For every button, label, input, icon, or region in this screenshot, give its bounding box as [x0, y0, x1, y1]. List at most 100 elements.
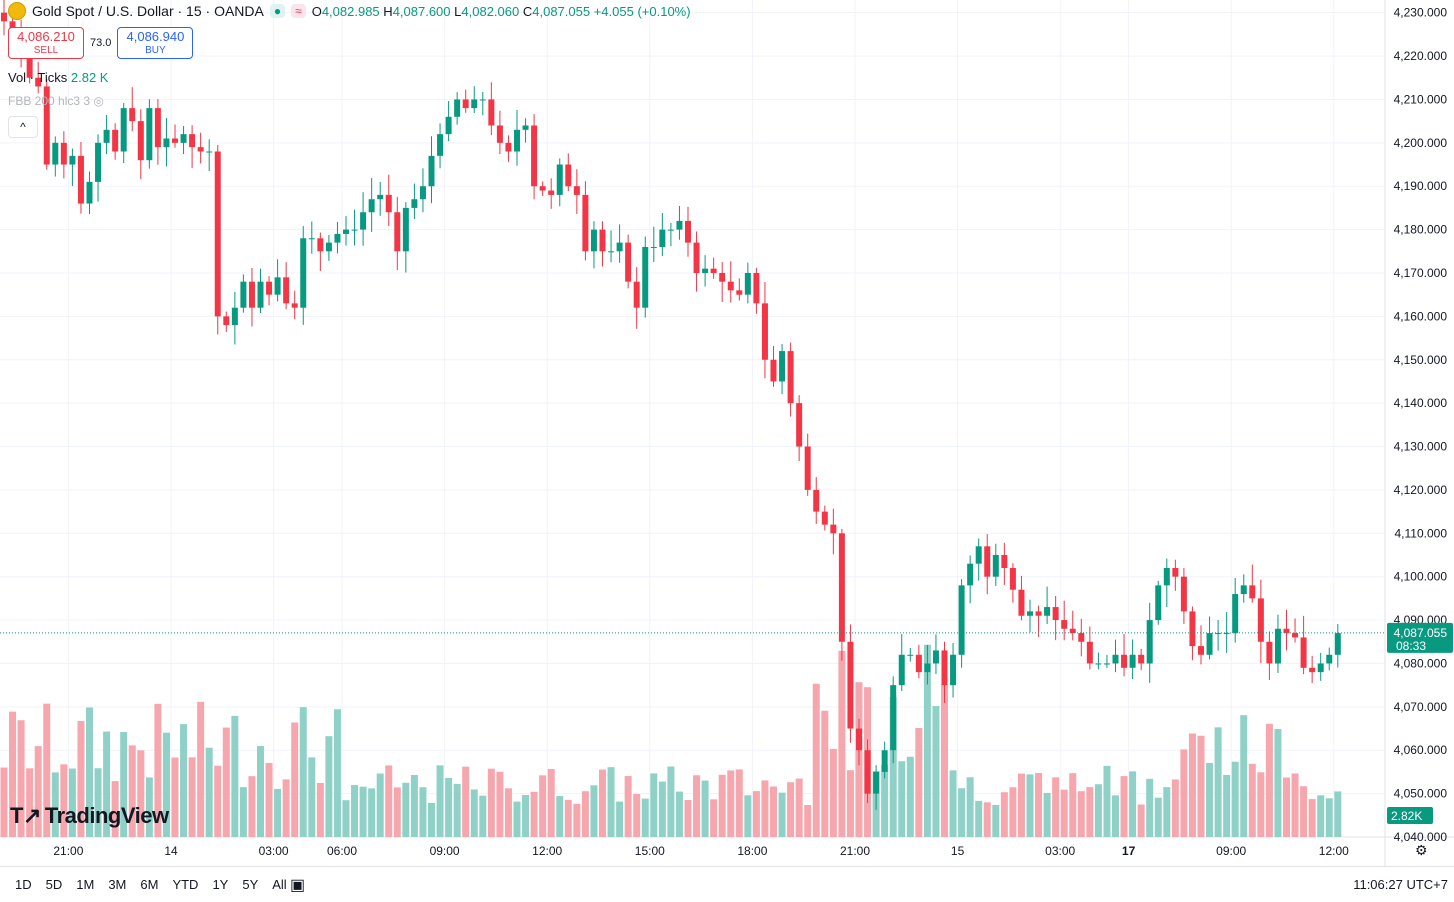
- delay-icon[interactable]: ≈: [291, 4, 306, 18]
- candle-body: [189, 134, 196, 148]
- candle-body: [360, 212, 367, 230]
- candle-body: [300, 238, 307, 308]
- y-tick-label: 4,070.000: [1394, 700, 1448, 714]
- buy-button[interactable]: 4,086.940 BUY: [117, 27, 194, 59]
- volume-bar: [1069, 773, 1077, 837]
- x-tick-label: 03:00: [1045, 844, 1075, 858]
- candle-body: [556, 164, 563, 195]
- candle-body: [1189, 611, 1196, 647]
- candle-body: [1283, 628, 1290, 634]
- candle-body: [77, 155, 84, 204]
- settings-gear-icon[interactable]: ⚙: [1415, 842, 1428, 858]
- volume-bar: [607, 767, 615, 837]
- range-button-5y[interactable]: 5Y: [242, 877, 259, 892]
- candle-body: [975, 546, 982, 564]
- candle-body: [873, 771, 880, 794]
- volume-bar: [1060, 789, 1068, 837]
- volume-bar: [43, 703, 51, 837]
- candle-body: [1232, 594, 1239, 634]
- volume-bar: [86, 707, 93, 837]
- volume-bar: [1094, 784, 1102, 837]
- volume-bar: [949, 770, 957, 837]
- range-button-1d[interactable]: 1D: [15, 877, 32, 892]
- candle-body: [881, 750, 888, 772]
- x-tick-label: 21:00: [53, 844, 83, 858]
- candle-body: [351, 229, 358, 231]
- candle-body: [710, 268, 717, 273]
- x-tick-label: 09:00: [1216, 844, 1246, 858]
- candle-body: [248, 281, 255, 308]
- volume-bar: [1317, 795, 1325, 837]
- volume-bar: [111, 781, 119, 837]
- volume-bar: [846, 770, 854, 837]
- candle-body: [394, 212, 401, 252]
- x-tick-label: 03:00: [259, 844, 289, 858]
- candle-body: [334, 233, 341, 243]
- market-open-icon[interactable]: ●: [269, 4, 286, 18]
- volume-bar: [898, 761, 906, 837]
- volume-bar: [274, 788, 282, 837]
- candle-body: [1266, 641, 1273, 664]
- symbol-title[interactable]: Gold Spot / U.S. Dollar · 15 · OANDA: [32, 3, 264, 19]
- candle-body: [932, 650, 939, 664]
- candle-body: [531, 125, 538, 187]
- candle-body: [137, 121, 144, 161]
- x-tick-label: 12:00: [1319, 844, 1349, 858]
- candle-body: [685, 220, 691, 243]
- fbb-legend[interactable]: FBB 200 hlc3 3 ◎: [8, 94, 104, 108]
- candle-body: [103, 129, 110, 143]
- candle-body: [445, 116, 452, 135]
- volume-bar: [333, 709, 341, 837]
- range-button-1y[interactable]: 1Y: [212, 877, 229, 892]
- candle-body: [1163, 568, 1170, 586]
- range-button-6m[interactable]: 6M: [140, 877, 159, 892]
- range-button-3m[interactable]: 3M: [108, 877, 127, 892]
- candle-body: [283, 277, 290, 304]
- clock[interactable]: 11:06:27 UTC+7: [1353, 877, 1448, 892]
- candle-body: [813, 489, 820, 512]
- candle-body: [847, 641, 854, 729]
- x-tick-label: 18:00: [737, 844, 767, 858]
- candle-body: [582, 194, 589, 252]
- volume-bar: [556, 796, 564, 837]
- candle-body: [60, 142, 67, 165]
- collapse-legend-button[interactable]: ^: [8, 116, 38, 138]
- candle-body: [43, 86, 50, 165]
- candle-body: [915, 654, 922, 673]
- volume-bar: [581, 791, 589, 837]
- volume-bar: [1248, 763, 1256, 837]
- volume-bar: [1163, 787, 1171, 837]
- range-button-all[interactable]: All: [272, 877, 287, 892]
- volume-bar: [1223, 774, 1231, 837]
- candle-body: [1052, 607, 1059, 621]
- volume-bar: [17, 720, 25, 837]
- volume-bar: [137, 750, 145, 837]
- range-button-5d[interactable]: 5D: [45, 877, 63, 892]
- volume-bar: [641, 798, 649, 837]
- volume-bar: [470, 789, 478, 837]
- high-value: 4,087.600: [392, 3, 451, 19]
- eye-hidden-icon[interactable]: ◎: [93, 94, 104, 108]
- volume-bar: [0, 767, 8, 837]
- volume-bar: [829, 748, 837, 837]
- sell-button[interactable]: 4,086.210 SELL: [8, 27, 84, 59]
- volume-bar: [359, 786, 367, 837]
- calendar-icon[interactable]: ▣: [290, 877, 306, 894]
- range-button-1m[interactable]: 1M: [76, 877, 95, 892]
- volume-bar: [222, 727, 230, 837]
- volume-bar: [975, 800, 983, 837]
- volume-legend[interactable]: Vol · Ticks 2.82 K: [8, 70, 109, 85]
- range-button-ytd[interactable]: YTD: [172, 877, 199, 892]
- candle-body: [787, 351, 794, 404]
- candle-body: [35, 77, 42, 87]
- candle-body: [599, 229, 606, 252]
- volume-bar: [342, 800, 350, 837]
- candle-body: [419, 186, 426, 200]
- candle-body: [727, 281, 734, 291]
- volume-bar: [410, 774, 418, 837]
- x-tick-label: 15: [951, 844, 965, 858]
- x-tick-label: 06:00: [327, 844, 357, 858]
- volume-bar: [504, 788, 512, 837]
- volume-bar: [325, 736, 333, 837]
